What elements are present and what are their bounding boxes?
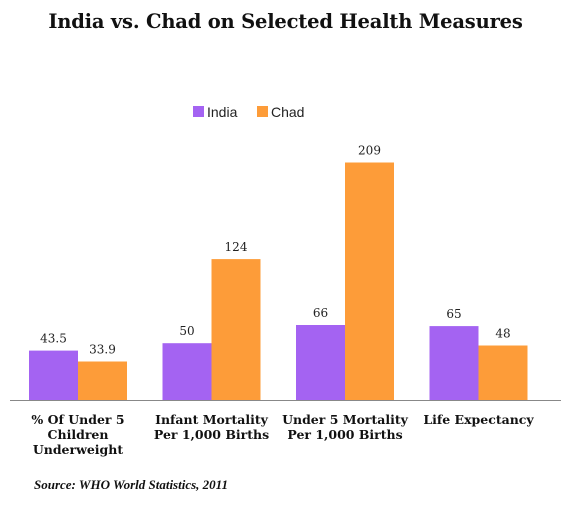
legend-swatch-india <box>193 106 204 117</box>
legend-swatch-chad <box>257 106 268 117</box>
legend: India Chad <box>193 104 304 120</box>
value-label-india-3: 65 <box>446 307 461 321</box>
bars: 43.5 50 66 65 33.9 124 209 48 <box>29 144 528 400</box>
category-label-1-line-0: Infant Mortality <box>155 412 269 427</box>
value-label-india-2: 66 <box>313 306 328 320</box>
category-label-2-line-1: Per 1,000 Births <box>287 427 402 442</box>
bar-chad-1 <box>211 259 261 400</box>
legend-label-india: India <box>207 104 238 120</box>
bar-chad-2 <box>345 162 394 400</box>
chart-title: India vs. Chad on Selected Health Measur… <box>48 10 523 33</box>
source-note: Source: WHO World Statistics, 2011 <box>34 477 228 492</box>
bar-india-0 <box>29 350 78 400</box>
value-label-chad-1: 124 <box>225 240 248 254</box>
legend-label-chad: Chad <box>271 104 304 120</box>
category-label-0-line-1: Children <box>48 427 109 442</box>
bar-india-1 <box>162 343 212 400</box>
category-label-2-line-0: Under 5 Mortality <box>282 412 409 427</box>
bar-india-3 <box>429 326 479 400</box>
category-label-0-line-2: Underweight <box>33 442 124 457</box>
value-label-chad-0: 33.9 <box>89 343 116 357</box>
bar-india-2 <box>296 325 345 400</box>
bar-chad-3 <box>478 345 528 400</box>
value-label-chad-2: 209 <box>358 144 381 158</box>
value-label-india-0: 43.5 <box>40 332 67 346</box>
category-label-0-line-0: % Of Under 5 <box>31 412 124 427</box>
value-label-india-1: 50 <box>179 324 194 338</box>
value-label-chad-3: 48 <box>495 327 510 341</box>
category-label-1-line-1: Per 1,000 Births <box>154 427 269 442</box>
bar-chad-0 <box>78 361 127 400</box>
category-label-3-line-0: Life Expectancy <box>423 412 534 427</box>
